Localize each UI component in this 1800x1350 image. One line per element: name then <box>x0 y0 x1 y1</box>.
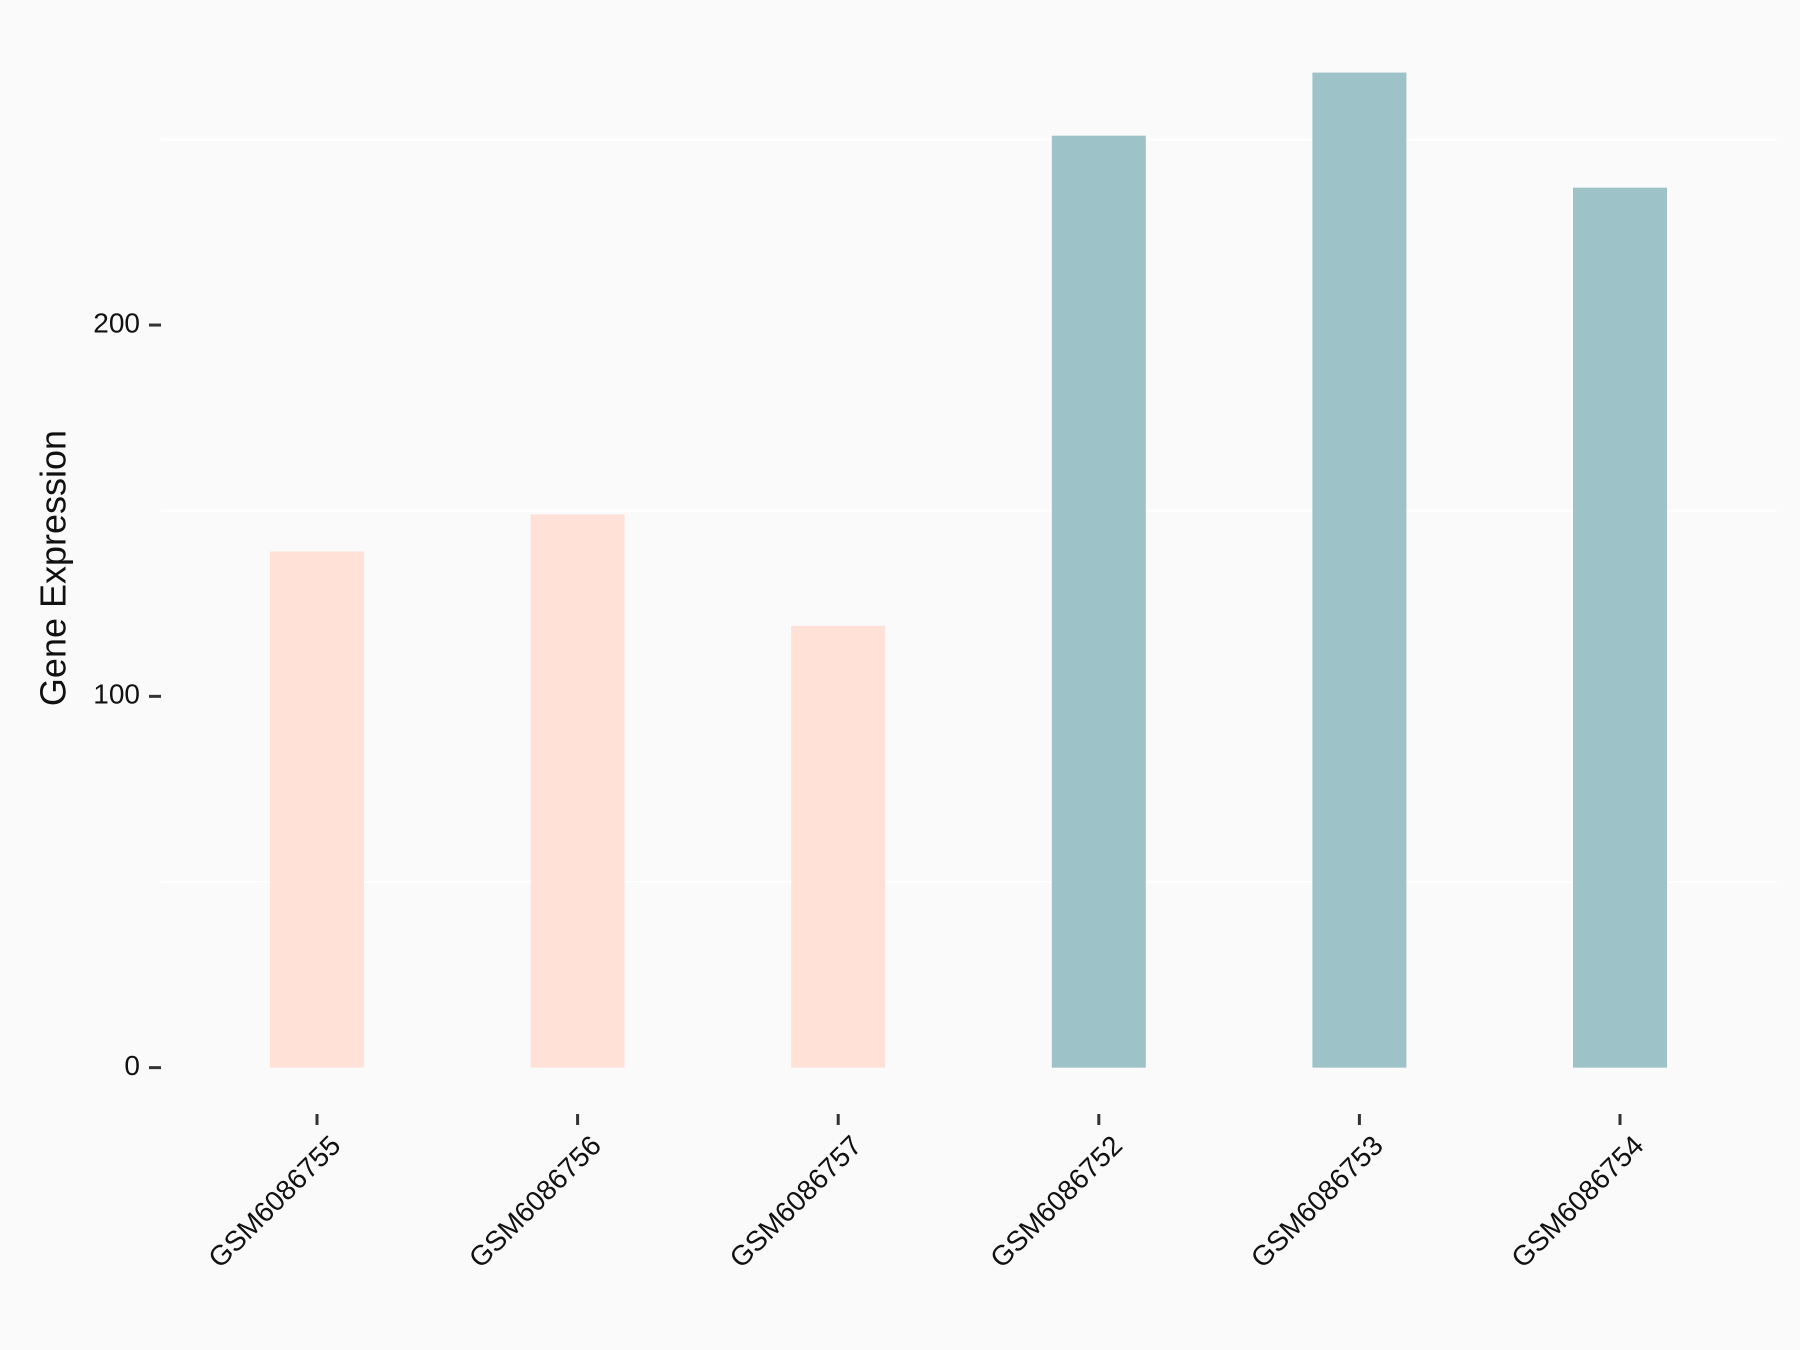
y-tick-label: 0 <box>124 1050 140 1081</box>
y-tick-label: 200 <box>93 307 140 338</box>
bar <box>1573 187 1667 1068</box>
y-axis-title: Gene Expression <box>33 430 74 706</box>
bar <box>270 551 364 1068</box>
bar <box>1051 135 1146 1068</box>
bar <box>791 625 886 1068</box>
bar <box>1312 72 1407 1068</box>
y-tick-label: 100 <box>93 679 140 710</box>
bar <box>530 514 625 1068</box>
